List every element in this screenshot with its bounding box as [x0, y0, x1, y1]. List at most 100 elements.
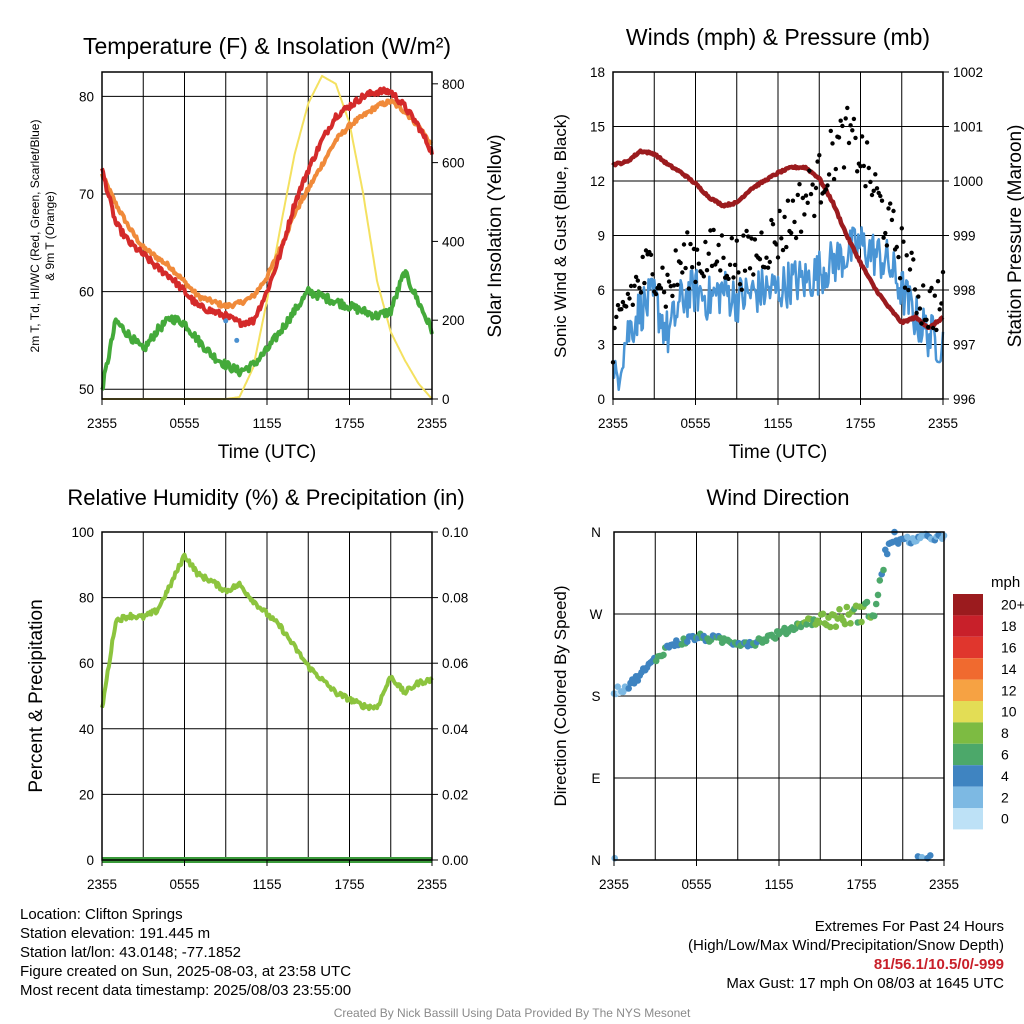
time-tick-label: 1755 [334, 416, 364, 431]
gust-point [815, 159, 820, 164]
series-td-line [100, 269, 434, 391]
temperature-tick-label: 50 [79, 382, 94, 397]
direction-point [876, 577, 884, 584]
station-location: Location: Clifton Springs [20, 906, 183, 923]
pressure-ylabel: Station Pressure (Maroon) [1005, 125, 1024, 348]
gust-point [825, 183, 830, 188]
gust-point [863, 184, 868, 189]
gust-point [914, 310, 919, 316]
gust-point [897, 276, 903, 281]
direction-point [836, 606, 843, 613]
gust-point [845, 105, 850, 111]
temperature-tick-label: 70 [79, 187, 94, 202]
precip-tick-label: 0.08 [442, 591, 468, 606]
precip-right-ticks: 0.00 0.02 0.04 0.06 0.08 0.10 [432, 525, 469, 868]
humidity-panel: Relative Humidity (%) & Precipitation (i… [26, 485, 469, 892]
gust-point [643, 248, 649, 253]
legend-label: 4 [1001, 768, 1009, 784]
time-tick-label: 1155 [763, 416, 792, 431]
gust-point [833, 166, 838, 172]
gust-point [633, 274, 639, 280]
extremes-values: 81/56.1/10.5/0/-999 [873, 956, 1004, 973]
gust-point [719, 233, 725, 238]
pressure-tick-label: 997 [953, 338, 976, 353]
credit-line: Created By Nick Bassill Using Data Provi… [333, 1006, 691, 1020]
pressure-tick-label: 1002 [953, 65, 983, 80]
series-pressure-line [611, 148, 945, 331]
time-tick-label: 1155 [252, 416, 281, 431]
gust-point [881, 235, 886, 240]
precip-tick-label: 0.10 [442, 525, 468, 540]
humidity-left-ticks: 0 20 40 60 80 100 [71, 525, 94, 868]
gust-point [886, 206, 891, 211]
gust-point [693, 279, 698, 285]
direction-tick-label: W [590, 607, 603, 622]
direction-point [832, 623, 840, 630]
gust-point [912, 287, 918, 292]
gust-point [807, 168, 812, 173]
legend-swatch [953, 679, 983, 701]
gust-point [620, 299, 626, 305]
gust-point [813, 185, 819, 191]
direction-point [863, 598, 871, 606]
direction-tick-label: E [591, 771, 600, 786]
precip-tick-label: 0.00 [442, 853, 468, 868]
gust-point [648, 252, 654, 257]
legend-swatch [953, 743, 983, 766]
gust-point [675, 282, 680, 287]
gust-point [853, 135, 858, 141]
gust-point [653, 291, 659, 297]
humidity-tick-label: 60 [79, 656, 94, 671]
gust-point [637, 285, 642, 291]
humidity-tick-label: 0 [86, 853, 94, 868]
temperature-tick-label: 60 [79, 285, 94, 300]
gust-point [650, 272, 655, 277]
gust-point [627, 296, 632, 301]
insolation-right-ticks: 0 200 400 600 800 [432, 77, 465, 407]
gust-point [889, 217, 895, 223]
temperature-time-ticks: 2355 0555 1155 1755 2355 [87, 399, 447, 431]
gust-point [896, 254, 901, 260]
gust-point [683, 265, 688, 271]
gust-point [694, 247, 700, 252]
insolation-tick-label: 800 [442, 77, 465, 92]
winds-series [610, 105, 946, 392]
station-elevation: Station elevation: 191.445 m [20, 925, 211, 942]
gust-point [874, 186, 880, 191]
gust-point [830, 141, 835, 146]
gust-point [759, 230, 764, 235]
gust-point [742, 268, 748, 273]
gust-point [858, 164, 863, 169]
gust-point [909, 250, 914, 255]
gust-point [818, 200, 824, 205]
direction-point [803, 621, 810, 628]
direction-point [762, 637, 770, 645]
direction-point [874, 591, 882, 599]
series-9m-t-line [100, 98, 433, 310]
legend-label: 16 [1001, 640, 1017, 656]
gust-point [873, 172, 878, 177]
legend-swatch [953, 808, 983, 830]
direction-point [841, 620, 849, 628]
extremes-info: Extremes For Past 24 Hours (High/Low/Max… [688, 917, 1004, 993]
direction-point [827, 623, 834, 631]
speed-legend-title: mph [991, 574, 1020, 591]
gust-point [798, 229, 804, 234]
gust-point [701, 274, 706, 279]
gust-point [765, 265, 771, 270]
gust-point [706, 251, 711, 256]
direction-point [872, 600, 880, 608]
gust-point [871, 188, 876, 193]
gust-point [929, 285, 934, 291]
recent-data-timestamp: Most recent data timestamp: 2025/08/03 2… [20, 982, 352, 999]
gust-point [726, 276, 731, 281]
direction-point [843, 603, 851, 611]
gust-point [739, 287, 744, 292]
direction-point [684, 638, 691, 645]
gust-point [884, 243, 890, 248]
gust-point [802, 212, 807, 217]
time-tick-label: 1155 [764, 877, 793, 892]
legend-label: 14 [1001, 661, 1017, 677]
gust-point [619, 307, 624, 312]
